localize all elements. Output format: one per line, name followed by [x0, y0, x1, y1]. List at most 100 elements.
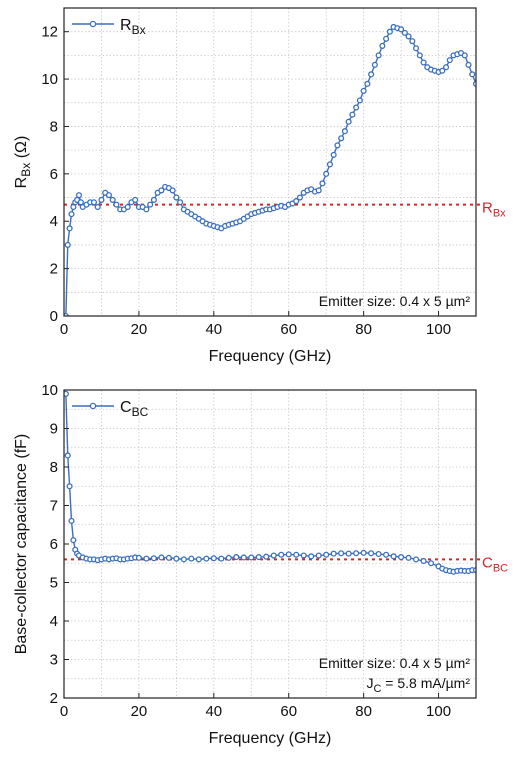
annotation-text: JC = 5.8 mA/µm² [366, 675, 470, 695]
data-point [420, 557, 427, 564]
series-line [65, 26, 476, 316]
reference-label-base: C [482, 554, 493, 571]
data-point [77, 199, 84, 206]
data-point [319, 180, 326, 187]
y-tick-label: 4 [50, 613, 58, 630]
data-point [405, 554, 412, 561]
data-point [368, 550, 375, 557]
x-tick-label: 20 [131, 321, 148, 338]
y-tick-label: 6 [50, 536, 58, 553]
data-point [225, 554, 232, 561]
data-point [210, 555, 217, 562]
y-tick-label: 12 [41, 24, 58, 41]
data-point [465, 61, 472, 68]
x-tick-label: 100 [426, 321, 451, 338]
annotation-text: Emitter size: 0.4 x 5 µm² [319, 293, 471, 309]
x-tick-label: 20 [131, 703, 148, 720]
data-point [218, 555, 225, 562]
data-point [338, 135, 345, 142]
data-point [461, 52, 468, 59]
data-point [68, 517, 75, 524]
data-point [386, 28, 393, 35]
data-point [233, 554, 240, 561]
y-axis-title-sub: Bx [19, 163, 33, 177]
x-tick-label: 100 [426, 703, 451, 720]
data-point [469, 71, 476, 78]
data-point [143, 206, 150, 213]
data-point [300, 552, 307, 559]
y-tick-label: 7 [50, 498, 58, 515]
data-point [345, 118, 352, 125]
data-point [64, 452, 71, 459]
series-group [64, 390, 476, 575]
data-point [405, 33, 412, 40]
data-point [132, 196, 139, 203]
legend-marker [89, 402, 97, 410]
data-point [353, 550, 360, 557]
y-tick-label: 2 [50, 261, 58, 278]
data-point [285, 551, 292, 558]
data-point [326, 161, 333, 168]
data-point [109, 196, 116, 203]
y-tick-label: 6 [50, 166, 58, 183]
data-point [278, 551, 285, 558]
y-tick-label: 4 [50, 213, 58, 230]
reference-label-sub: Bx [493, 208, 506, 220]
data-point [240, 554, 247, 561]
x-tick-label: 60 [280, 321, 297, 338]
data-point [66, 225, 73, 232]
data-point [364, 80, 371, 87]
data-point [248, 554, 255, 561]
data-point [341, 128, 348, 135]
data-point [398, 554, 405, 561]
data-point [442, 64, 450, 71]
data-point [180, 556, 187, 563]
y-axis-title-base: R [13, 177, 30, 189]
data-point [323, 551, 330, 558]
data-point [255, 554, 262, 561]
data-point [349, 111, 356, 118]
data-point [416, 52, 423, 59]
data-point [439, 67, 446, 74]
data-point [398, 26, 405, 33]
reference-label-base: R [482, 200, 493, 217]
series-group [64, 23, 476, 316]
data-point [203, 555, 210, 562]
y-tick-label: 10 [41, 71, 58, 88]
data-point [375, 550, 382, 558]
y-axis-title: RBx (Ω) [13, 136, 33, 189]
legend-label-sub: BC [132, 405, 149, 419]
legend-label: CBC [120, 399, 149, 419]
data-point [165, 554, 172, 561]
data-point [330, 550, 337, 557]
data-point [150, 196, 157, 203]
data-point [263, 553, 270, 560]
y-tick-label: 9 [50, 421, 58, 438]
data-point [360, 87, 367, 94]
legend-label-base: C [120, 399, 132, 416]
y-tick-label: 8 [50, 459, 58, 476]
x-axis-title: Frequency (GHz) [209, 730, 332, 747]
y-tick-label: 8 [50, 118, 58, 135]
data-point [143, 555, 150, 562]
y-axis-title-base: Base-collector capacitance (fF) [13, 434, 30, 655]
y-tick-label: 3 [50, 652, 58, 669]
data-point [356, 97, 363, 104]
annotation-rest: = 5.8 mA/µm² [381, 675, 470, 691]
data-point [70, 203, 77, 211]
x-tick-label: 60 [280, 703, 297, 720]
data-point [345, 550, 352, 557]
reference-label: CBC [482, 554, 508, 574]
data-point [98, 196, 105, 203]
data-point [338, 550, 345, 557]
data-point [158, 554, 165, 561]
data-point [105, 192, 112, 199]
data-point [383, 35, 390, 42]
data-point [409, 38, 416, 45]
x-tick-label: 0 [60, 321, 68, 338]
annotation-text: Emitter size: 0.4 x 5 µm² [319, 655, 471, 671]
data-point [173, 194, 180, 201]
data-point [308, 553, 315, 560]
reference-label-sub: BC [493, 562, 508, 574]
